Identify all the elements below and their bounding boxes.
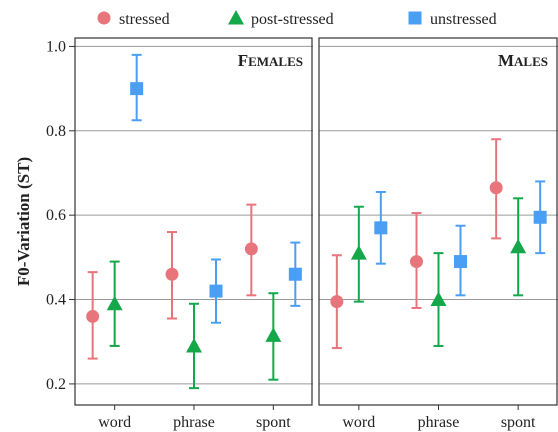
legend: stressed post-stressed unstressed	[97, 10, 497, 28]
x-tick-label-spont: spont	[256, 414, 291, 431]
data-point-stressed-spont	[244, 203, 258, 297]
panel-title: FEMALES	[238, 51, 303, 70]
x-tick-label-word: word	[342, 414, 375, 431]
marker-stressed	[86, 309, 100, 323]
marker-unstressed	[533, 210, 547, 224]
marker-post-stressed	[350, 245, 367, 260]
y-tick-label: 0.8	[46, 123, 66, 140]
data-point-stressed-phrase	[165, 231, 179, 320]
x-tick-label-phrase: phrase	[173, 414, 215, 431]
y-axis-ticks: 0.2 0.4 0.6 0.8 1.0	[46, 38, 75, 393]
y-tick-label: 1.0	[46, 38, 66, 55]
marker-unstressed	[209, 284, 223, 298]
marker-unstressed	[288, 267, 302, 281]
data-point-post-stressed-phrase	[186, 302, 202, 390]
data-point-post-stressed-word	[106, 260, 123, 347]
marker-post-stressed	[430, 291, 447, 307]
marker-unstressed	[454, 255, 467, 269]
panel-title-initial: F	[238, 51, 248, 70]
data-point-unstressed-word	[130, 53, 144, 122]
panel-females: FEMALES word phrase spont	[74, 37, 313, 431]
x-tick-label-word: word	[98, 414, 131, 431]
y-tick-label: 0.4	[46, 292, 66, 309]
legend-item-unstressed: unstressed	[408, 11, 497, 28]
data-point-unstressed-phrase	[454, 224, 467, 297]
marker-stressed	[489, 181, 503, 195]
data-point-post-stressed-word	[350, 205, 367, 303]
x-tick-label-phrase: phrase	[418, 414, 460, 431]
legend-marker-unstressed	[408, 11, 422, 25]
x-tick-label-spont: spont	[501, 414, 536, 431]
data-point-unstressed-word	[374, 190, 388, 265]
panel-frame	[318, 37, 558, 406]
panel-males: MALES word phrase spont	[318, 37, 558, 431]
marker-stressed	[410, 255, 423, 269]
marker-unstressed	[374, 221, 388, 235]
marker-post-stressed	[186, 337, 202, 353]
data-point-post-stressed-spont	[510, 197, 527, 297]
marker-unstressed	[130, 82, 144, 96]
marker-post-stressed	[510, 238, 527, 254]
legend-item-stressed: stressed	[97, 11, 170, 28]
data-point-stressed-word	[86, 271, 100, 360]
y-tick-label: 0.2	[46, 376, 66, 393]
legend-label-post-stressed: post-stressed	[251, 11, 334, 28]
data-point-stressed-spont	[489, 138, 503, 240]
data-point-stressed-word	[330, 254, 344, 350]
data-point-unstressed-spont	[533, 180, 547, 255]
data-point-post-stressed-phrase	[430, 252, 447, 347]
data-point-unstressed-spont	[288, 241, 302, 307]
legend-item-post-stressed: post-stressed	[228, 10, 334, 28]
marker-stressed	[244, 242, 258, 256]
data-point-unstressed-phrase	[209, 258, 223, 324]
panel-title-rest: ALES	[514, 54, 548, 69]
legend-label-unstressed: unstressed	[430, 11, 497, 28]
marker-stressed	[330, 295, 344, 309]
y-tick-label: 0.6	[46, 207, 66, 224]
panel-title: MALES	[498, 51, 548, 70]
legend-marker-post-stressed	[228, 10, 244, 25]
marker-post-stressed	[106, 295, 123, 311]
y-axis-label: F0-Variation (ST)	[14, 157, 33, 286]
data-point-post-stressed-spont	[265, 292, 282, 381]
data-point-stressed-phrase	[410, 212, 423, 309]
panel-title-rest: EMALES	[248, 54, 303, 69]
marker-stressed	[165, 267, 179, 281]
marker-post-stressed	[265, 327, 282, 342]
legend-marker-stressed	[97, 11, 111, 25]
legend-label-stressed: stressed	[119, 11, 170, 28]
panel-title-initial: M	[498, 51, 514, 70]
